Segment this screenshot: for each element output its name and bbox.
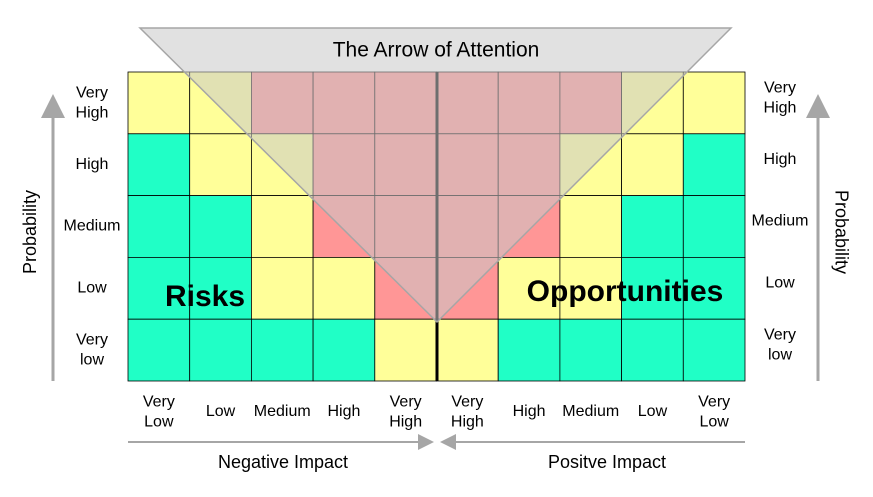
positive-impact-label: Positve Impact: [548, 452, 666, 472]
grid-cell: [436, 318, 499, 382]
grid-cell: [559, 256, 623, 320]
grid-cell: [312, 318, 376, 382]
grid-cell: [127, 256, 191, 320]
probability-level-left: Very low: [76, 332, 108, 369]
probability-level-right: Medium: [752, 213, 809, 230]
grid-cell: [621, 133, 684, 197]
grid-cell: [621, 195, 684, 258]
probability-level-left: Low: [77, 280, 107, 297]
impact-level: High: [327, 403, 360, 420]
probability-level-left: Medium: [64, 218, 121, 235]
probability-right-label: Probability: [831, 190, 851, 274]
grid-cell: [682, 195, 746, 258]
grid-cell: [127, 133, 191, 197]
grid-cell: [682, 256, 746, 320]
grid-cell: [621, 318, 684, 382]
impact-level: Medium: [254, 403, 311, 420]
grid-cell: [621, 256, 684, 320]
grid-cell: [497, 318, 561, 382]
grid-cell: [189, 195, 252, 258]
impact-level: Low: [638, 403, 668, 420]
grid-cell: [127, 195, 191, 258]
opportunities-label: Opportunities: [527, 275, 724, 308]
probability-level-right: Low: [765, 275, 795, 292]
grid-cell: [497, 256, 561, 320]
grid-cell: [250, 318, 314, 382]
grid-cell: [250, 195, 314, 258]
grid-cell: [682, 133, 746, 197]
axis-labels: Very High High Medium Low Very low Very High High…: [64, 80, 809, 431]
impact-level: Very Low: [143, 394, 175, 431]
probability-level-right: Very low: [764, 327, 796, 364]
attention-triangle: [138, 27, 733, 324]
grid-cell: [250, 256, 314, 320]
impact-level: High: [513, 403, 546, 420]
impact-level: Low: [206, 403, 236, 420]
grid-cell: [127, 318, 191, 382]
grid-cell: [189, 318, 252, 382]
probability-level-right: Very High: [764, 80, 797, 117]
grid-cell: [374, 318, 437, 382]
grid-cell: [559, 318, 623, 382]
impact-level: Very High: [451, 394, 484, 431]
probability-level-left: High: [76, 156, 109, 173]
grid-cell: [189, 133, 252, 197]
title: The Arrow of Attention: [333, 39, 540, 62]
probability-level-left: Very High: [76, 85, 109, 122]
grid-cell: [682, 318, 746, 382]
grid-cell: [127, 71, 191, 135]
negative-impact-label: Negative Impact: [218, 452, 348, 472]
impact-level: Very High: [389, 394, 422, 431]
probability-left-label: Probability: [20, 190, 40, 274]
grid-cell: [682, 71, 746, 135]
grid-cell: [559, 195, 623, 258]
probability-level-right: High: [764, 151, 797, 168]
grid-cell: [312, 256, 376, 320]
risks-label: Risks: [165, 280, 245, 313]
impact-level: Medium: [562, 403, 619, 420]
impact-level: Very Low: [698, 394, 730, 431]
